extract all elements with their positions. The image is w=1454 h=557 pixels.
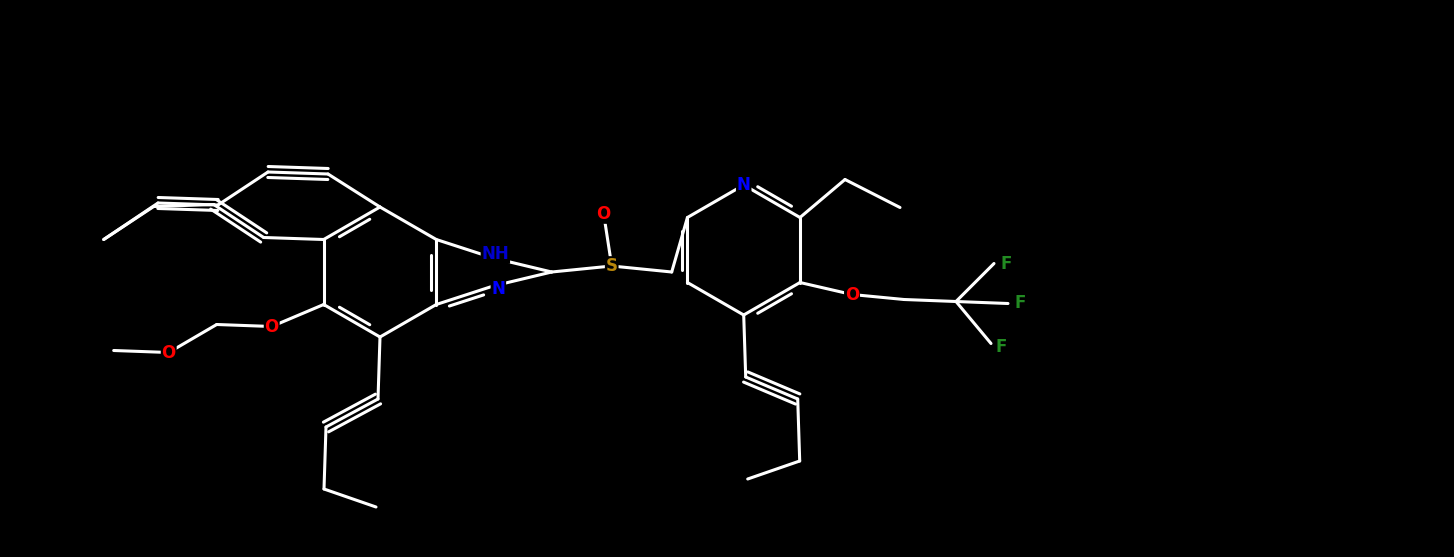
Text: N: N [491, 280, 506, 298]
Text: NH: NH [481, 245, 509, 263]
Text: O: O [161, 344, 176, 361]
Text: F: F [1000, 255, 1012, 272]
Text: F: F [996, 339, 1006, 356]
Text: N: N [737, 176, 750, 194]
Text: O: O [265, 317, 279, 335]
Text: S: S [606, 257, 618, 275]
Text: F: F [1015, 295, 1025, 312]
Text: O: O [845, 286, 859, 304]
Text: O: O [596, 205, 611, 223]
